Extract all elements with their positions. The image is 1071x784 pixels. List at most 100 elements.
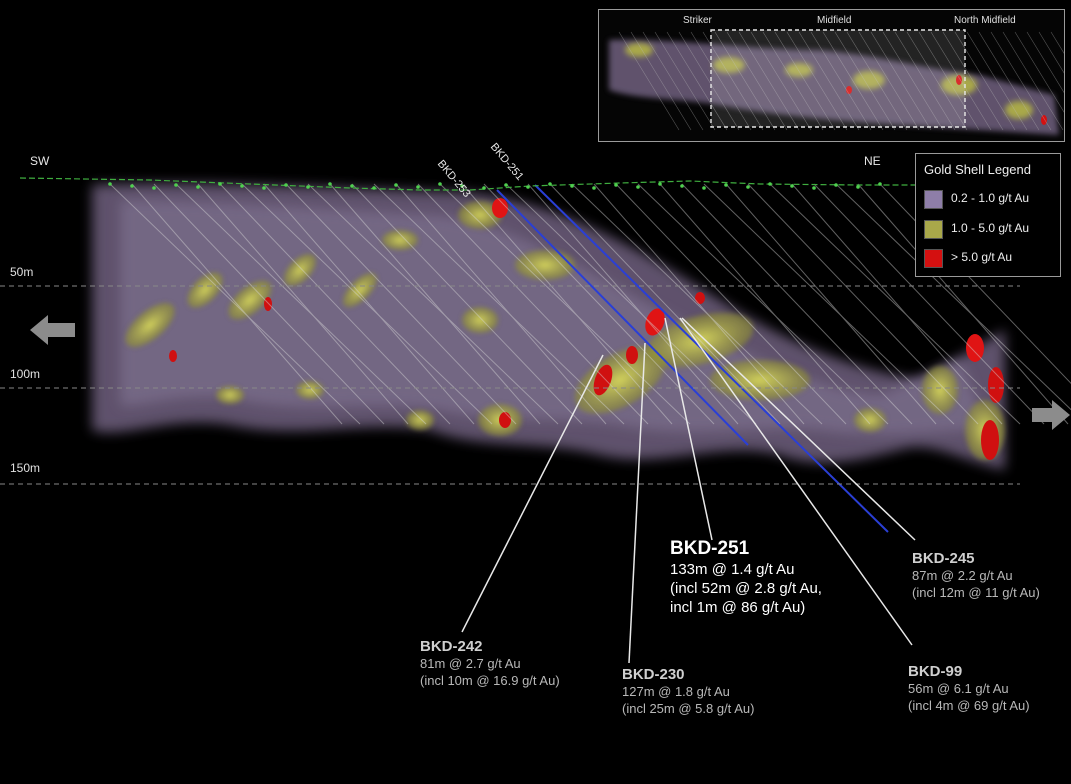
drill-collar xyxy=(504,183,508,187)
drill-collar xyxy=(416,185,420,189)
inset-drill-trace xyxy=(762,31,824,131)
inset-drill-trace xyxy=(1002,31,1064,131)
inset-drill-trace xyxy=(834,31,896,131)
drill-trace xyxy=(681,183,913,425)
inset-drill-trace xyxy=(714,31,776,131)
drill-trace xyxy=(241,183,493,425)
drill-collar xyxy=(218,182,222,186)
legend-swatch xyxy=(924,220,943,239)
drill-trace xyxy=(131,183,343,425)
callout-line: 81m @ 2.7 g/t Au xyxy=(420,656,521,671)
drill-trace xyxy=(505,183,757,425)
drill-trace xyxy=(791,183,1003,425)
callout-line: 87m @ 2.2 g/t Au xyxy=(912,568,1013,583)
drill-trace xyxy=(175,183,427,425)
drill-trace xyxy=(417,183,649,425)
inset-drill-trace xyxy=(810,31,872,131)
legend-title: Gold Shell Legend xyxy=(924,162,1031,177)
callout-bkd-230: BKD-230 127m @ 1.8 g/t Au (incl 25m @ 5.… xyxy=(622,666,754,717)
inset-graphic xyxy=(609,29,1064,135)
callout-line: 127m @ 1.8 g/t Au xyxy=(622,684,730,699)
inset-drill-trace xyxy=(750,31,812,131)
drill-collar xyxy=(834,183,838,187)
callout-leaders xyxy=(461,317,916,664)
inset-drill-trace xyxy=(870,31,932,131)
callout-line: (incl 10m @ 16.9 g/t Au) xyxy=(420,673,560,688)
drill-trace xyxy=(835,183,1071,411)
drill-trace xyxy=(351,183,583,425)
callout-bkd-242: BKD-242 81m @ 2.7 g/t Au (incl 10m @ 16.… xyxy=(420,638,560,689)
inset-drill-trace xyxy=(942,31,1004,131)
drill-collar xyxy=(262,186,266,190)
drill-trace xyxy=(549,183,781,425)
legend-label: 0.2 - 1.0 g/t Au xyxy=(951,191,1030,205)
inset-drill-trace xyxy=(654,31,716,131)
callout-hole-id: BKD-99 xyxy=(908,663,963,680)
callout-hole-id: BKD-230 xyxy=(622,666,685,683)
direction-ne: NE xyxy=(864,154,881,168)
callout-hole-id: BKD-251 xyxy=(670,538,750,559)
legend-swatch xyxy=(924,190,943,209)
drill-trace xyxy=(813,183,1045,425)
drill-trace xyxy=(153,183,385,425)
drill-trace xyxy=(461,183,673,425)
callout-line: (incl 4m @ 69 g/t Au) xyxy=(908,698,1030,713)
callout-line: (incl 12m @ 11 g/t Au) xyxy=(912,585,1040,600)
drill-collar xyxy=(636,185,640,189)
callout-hole-id: BKD-245 xyxy=(912,550,975,567)
inset-drill-trace xyxy=(1038,31,1064,74)
drill-collar xyxy=(812,186,816,190)
inset-drill-trace xyxy=(726,31,788,131)
drill-trace xyxy=(747,183,979,425)
drill-collar xyxy=(350,184,354,188)
inset-drill-trace xyxy=(702,31,764,131)
drill-collar xyxy=(768,182,772,186)
drill-collar xyxy=(240,184,244,188)
callout-line: 133m @ 1.4 g/t Au xyxy=(670,561,795,578)
drill-collar xyxy=(482,186,486,190)
drill-trace xyxy=(307,183,559,425)
drill-collar xyxy=(152,186,156,190)
callout-line: (incl 52m @ 2.8 g/t Au, xyxy=(670,580,822,597)
drill-trace xyxy=(395,183,607,425)
drill-collar xyxy=(130,184,134,188)
drill-collar xyxy=(108,182,112,186)
drill-collar xyxy=(328,182,332,186)
depth-lines xyxy=(0,285,1020,485)
drill-trace xyxy=(637,183,889,425)
legend-label: 1.0 - 5.0 g/t Au xyxy=(951,221,1030,235)
inset-drill-trace xyxy=(678,31,740,131)
inset-drill-trace xyxy=(978,31,1040,131)
drill-collar xyxy=(394,183,398,187)
inset-drill-trace xyxy=(630,31,692,131)
legend-swatch xyxy=(924,249,943,268)
drill-trace xyxy=(615,183,847,425)
drill-collar xyxy=(724,183,728,187)
inset-viewport xyxy=(710,29,966,128)
drill-collar xyxy=(878,182,882,186)
depth-label-100: 100m xyxy=(10,367,41,381)
drill-trace xyxy=(725,183,937,425)
callout-line: 56m @ 6.1 g/t Au xyxy=(908,681,1009,696)
drill-trace xyxy=(571,183,823,425)
drill-trace xyxy=(527,183,739,425)
drill-trace xyxy=(373,183,625,425)
arrow-right-icon xyxy=(1032,400,1070,430)
inset-drill-trace xyxy=(798,31,860,131)
drill-collar xyxy=(856,185,860,189)
inset-drill-trace xyxy=(822,31,884,131)
drill-collar xyxy=(570,184,574,188)
drill-trace xyxy=(285,183,517,425)
inset-label-midfield: Midfield xyxy=(817,15,852,26)
drill-collars xyxy=(108,182,882,190)
overview-inset: Striker Midfield North Midfield xyxy=(598,9,1065,142)
inset-drill-trace xyxy=(930,31,992,131)
inset-drill-trace xyxy=(846,31,908,131)
drill-collar xyxy=(702,186,706,190)
drill-trace xyxy=(659,183,871,425)
high-grade-pods xyxy=(169,198,1004,460)
inset-drill-trace xyxy=(906,31,968,131)
drill-collar xyxy=(372,186,376,190)
